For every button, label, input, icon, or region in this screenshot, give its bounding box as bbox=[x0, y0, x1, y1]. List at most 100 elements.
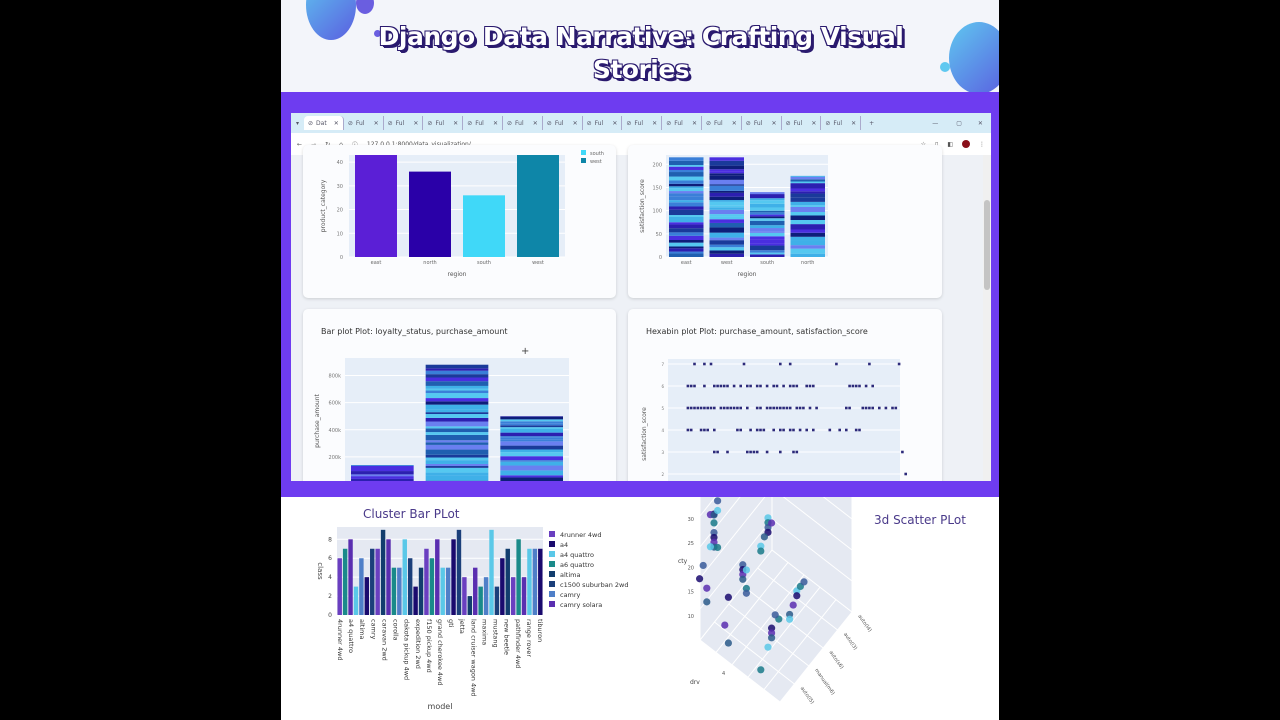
gridline bbox=[763, 599, 837, 690]
browser-tab[interactable]: ⊘ Ful ✕ bbox=[423, 116, 464, 130]
bar-segment bbox=[669, 242, 704, 247]
bar-segment bbox=[425, 449, 489, 455]
scrollbar[interactable] bbox=[983, 155, 991, 481]
x-tick-label: south bbox=[477, 260, 491, 266]
bar-segment bbox=[750, 207, 785, 211]
bar-segment bbox=[669, 235, 704, 240]
url-text[interactable]: 127.0.0.1:8000/data_visualization/ bbox=[366, 140, 471, 148]
y-tick-label: 50 bbox=[656, 232, 662, 238]
close-icon[interactable]: ✕ bbox=[333, 119, 339, 127]
close-icon[interactable]: ✕ bbox=[612, 119, 618, 127]
star-icon[interactable]: ☆ bbox=[920, 140, 927, 148]
browser-tab[interactable]: ⊘ Ful ✕ bbox=[662, 116, 702, 130]
tab-label: Ful bbox=[793, 119, 803, 127]
bar-segment bbox=[790, 220, 825, 225]
browser-tab[interactable]: ⊘ Ful ✕ bbox=[583, 116, 623, 130]
forward-icon[interactable]: → bbox=[311, 140, 317, 148]
tab-list-icon[interactable]: ▾ bbox=[296, 119, 300, 127]
bar-segment bbox=[425, 466, 489, 468]
close-icon[interactable]: ✕ bbox=[532, 119, 538, 127]
bar-segment bbox=[790, 181, 825, 184]
sidebar-icon[interactable]: ◧ bbox=[947, 140, 953, 148]
x-tick-label: dakota pickup 4wd bbox=[403, 619, 411, 680]
plot-area bbox=[668, 359, 900, 481]
browser-tab[interactable]: ⊘ Ful ✕ bbox=[384, 116, 424, 130]
legend-label: west bbox=[590, 159, 602, 165]
maximize-button[interactable]: ▢ bbox=[956, 119, 962, 127]
data-point bbox=[732, 384, 736, 388]
bar-segment bbox=[500, 427, 563, 430]
x-tick-label: range rover bbox=[525, 619, 533, 657]
data-point bbox=[854, 384, 858, 388]
browser-tab[interactable]: ⊘ Ful ✕ bbox=[463, 116, 503, 130]
browser-tab[interactable]: ⊘ Ful ✕ bbox=[782, 116, 822, 130]
data-point bbox=[805, 428, 808, 432]
new-tab-button[interactable]: + bbox=[869, 119, 875, 127]
data-point bbox=[716, 450, 719, 454]
browser-tab[interactable]: ⊘ Ful ✕ bbox=[821, 116, 862, 130]
data-point bbox=[812, 428, 815, 432]
close-icon[interactable]: ✕ bbox=[572, 119, 578, 127]
bar-segment bbox=[500, 421, 563, 424]
close-icon[interactable]: ✕ bbox=[453, 119, 459, 127]
browser-tab[interactable]: ⊘ Ful ✕ bbox=[543, 116, 583, 130]
bar-segment bbox=[750, 231, 785, 233]
bar bbox=[538, 548, 543, 615]
browser-tab[interactable]: ⊘ Ful ✕ bbox=[742, 116, 782, 130]
bar-segment bbox=[425, 440, 489, 443]
data-point bbox=[798, 428, 802, 432]
browser-tab[interactable]: ⊘ Ful ✕ bbox=[622, 116, 663, 130]
bar-segment bbox=[425, 444, 489, 450]
close-icon[interactable]: ✕ bbox=[413, 119, 419, 127]
browser-tab[interactable]: ⊘ Ful ✕ bbox=[503, 116, 543, 130]
data-point bbox=[782, 384, 785, 388]
close-icon[interactable]: ✕ bbox=[771, 119, 777, 127]
tab-label: Ful bbox=[355, 119, 365, 127]
menu-icon[interactable]: ⋮ bbox=[979, 140, 985, 148]
bar-segment bbox=[425, 432, 489, 435]
home-icon[interactable]: ⌂ bbox=[339, 140, 343, 148]
data-point bbox=[792, 384, 795, 388]
data-point bbox=[739, 406, 742, 410]
tab-label: Ful bbox=[634, 119, 644, 127]
browser-tab[interactable]: ⊘ Ful ✕ bbox=[702, 116, 742, 130]
close-icon[interactable]: ✕ bbox=[652, 119, 658, 127]
data-point bbox=[792, 450, 795, 454]
extensions-icon[interactable]: ▯ bbox=[935, 140, 939, 148]
y-tick-label: 4 bbox=[722, 671, 725, 677]
close-icon[interactable]: ✕ bbox=[851, 119, 857, 127]
data-point bbox=[868, 406, 871, 410]
browser-tab[interactable]: ⊘ Dat ✕ bbox=[304, 116, 344, 130]
close-icon[interactable]: ✕ bbox=[492, 119, 498, 127]
data-point bbox=[703, 384, 706, 388]
y-tick-label: 20 bbox=[337, 208, 343, 214]
bar-segment bbox=[709, 244, 744, 248]
close-icon[interactable]: ✕ bbox=[731, 119, 737, 127]
profile-icon[interactable] bbox=[962, 140, 970, 148]
data-point bbox=[779, 406, 782, 410]
bar-segment bbox=[709, 222, 744, 228]
tab-label: Ful bbox=[554, 119, 564, 127]
bar-segment bbox=[500, 465, 563, 471]
bar-segment bbox=[351, 476, 414, 479]
close-icon[interactable]: ✕ bbox=[373, 119, 379, 127]
data-point bbox=[838, 428, 841, 432]
back-icon[interactable]: ← bbox=[297, 140, 303, 148]
data-point bbox=[686, 384, 690, 388]
scrollbar-thumb[interactable] bbox=[984, 200, 990, 290]
minimize-button[interactable]: — bbox=[932, 119, 939, 127]
data-point bbox=[739, 384, 742, 388]
bar-segment bbox=[790, 205, 825, 207]
globe-icon: ⊘ bbox=[626, 119, 632, 127]
bar-segment bbox=[709, 184, 744, 186]
bar bbox=[342, 548, 348, 615]
legend-label: camry bbox=[560, 591, 581, 599]
close-icon[interactable]: ✕ bbox=[811, 119, 817, 127]
tab-label: Dat bbox=[316, 119, 327, 127]
reload-icon[interactable]: ↻ bbox=[325, 140, 331, 148]
browser-tab[interactable]: ⊘ Ful ✕ bbox=[344, 116, 384, 130]
data-point bbox=[757, 547, 765, 555]
close-icon[interactable]: ✕ bbox=[691, 119, 697, 127]
data-point bbox=[782, 428, 785, 432]
close-window-button[interactable]: ✕ bbox=[977, 119, 983, 127]
